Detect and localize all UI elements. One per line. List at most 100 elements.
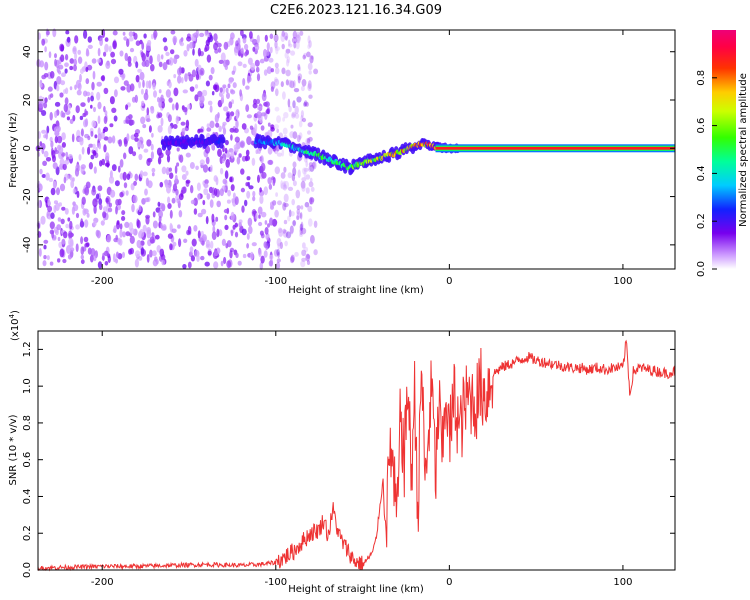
noise-cell [138,204,142,213]
noise-cell [43,244,47,250]
noise-cell [259,187,262,193]
noise-cell [96,81,102,87]
noise-cell [110,51,115,58]
noise-cell [242,78,246,86]
noise-cell [69,58,75,64]
noise-cell [196,182,201,191]
noise-cell [118,165,121,173]
noise-cell [264,101,270,108]
noise-cell [274,76,278,83]
noise-cell [210,240,214,249]
noise-cell [98,142,102,150]
noise-cell [63,103,68,113]
noise-cell [189,162,195,169]
noise-cell [221,157,225,164]
noise-cell [93,204,97,214]
noise-cell [199,67,205,76]
noise-cell [148,125,152,133]
noise-cell [267,159,273,165]
noise-cell [60,80,66,86]
noise-cell [141,42,145,50]
noise-cell [108,202,112,208]
noise-cell [270,205,274,210]
noise-cell [227,83,231,89]
noise-cell [259,230,264,236]
noise-cell [226,240,232,248]
noise-cell [146,158,151,166]
noise-cell [290,254,295,263]
noise-cell [109,96,115,105]
noise-cell [283,193,289,203]
noise-cell [268,57,274,63]
noise-cell [45,157,52,162]
noise-cell [300,110,304,119]
noise-cell [252,196,256,202]
noise-cell [113,76,120,84]
noise-cell [170,49,175,55]
noise-cell [134,258,139,268]
noise-cell [119,223,123,230]
noise-cell [232,82,237,89]
noise-cell [289,225,294,234]
noise-cell [301,177,307,182]
noise-cell [231,99,235,105]
x-tick-label: 100 [613,276,632,287]
noise-cell [131,119,135,125]
noise-cell [123,36,128,41]
noise-cell [44,97,48,103]
noise-cell [288,209,292,218]
noise-cell [188,74,194,82]
noise-cell [261,92,267,102]
noise-cell [129,228,135,235]
noise-cell [145,80,150,89]
noise-cell [301,184,306,192]
noise-cell [277,252,280,258]
noise-cell [309,164,315,172]
noise-cell [285,48,291,54]
noise-cell [280,172,286,179]
noise-cell [81,196,86,205]
noise-cell [245,155,248,162]
noise-cell [119,191,124,198]
noise-cell [283,166,287,173]
noise-cell [173,124,178,129]
noise-cell [197,230,201,239]
noise-cell [41,38,46,46]
noise-cell [45,131,48,140]
noise-cell [204,30,208,37]
noise-cell [290,226,294,235]
noise-cell [97,101,102,110]
noise-cell [213,261,219,269]
noise-cell [180,77,184,84]
noise-cell [158,215,162,223]
noise-cell [212,225,216,233]
noise-cell [195,73,200,81]
noise-cell [313,220,318,228]
noise-cell [260,125,265,131]
noise-cell [146,254,150,263]
noise-cell [49,111,53,121]
noise-cell [285,69,291,77]
noise-cell [140,116,146,125]
noise-cell [296,212,300,219]
noise-cell [68,232,73,239]
noise-cell [170,30,176,35]
snr-y-multiplier: (x104) [8,310,21,341]
noise-cell [166,80,170,87]
noise-cell [287,43,293,48]
noise-cell [52,28,57,38]
noise-cell [105,152,110,161]
noise-cell [136,140,142,148]
noise-cell [213,42,218,51]
noise-cell [292,220,296,227]
noise-cell [282,180,286,187]
noise-cell [97,115,101,124]
noise-cell [265,49,270,56]
noise-cell [85,242,90,247]
noise-cell [40,143,46,150]
noise-cell [308,165,311,172]
noise-cell [145,49,150,58]
noise-cell [157,156,162,165]
noise-cell [235,252,239,258]
noise-cell [111,135,116,144]
